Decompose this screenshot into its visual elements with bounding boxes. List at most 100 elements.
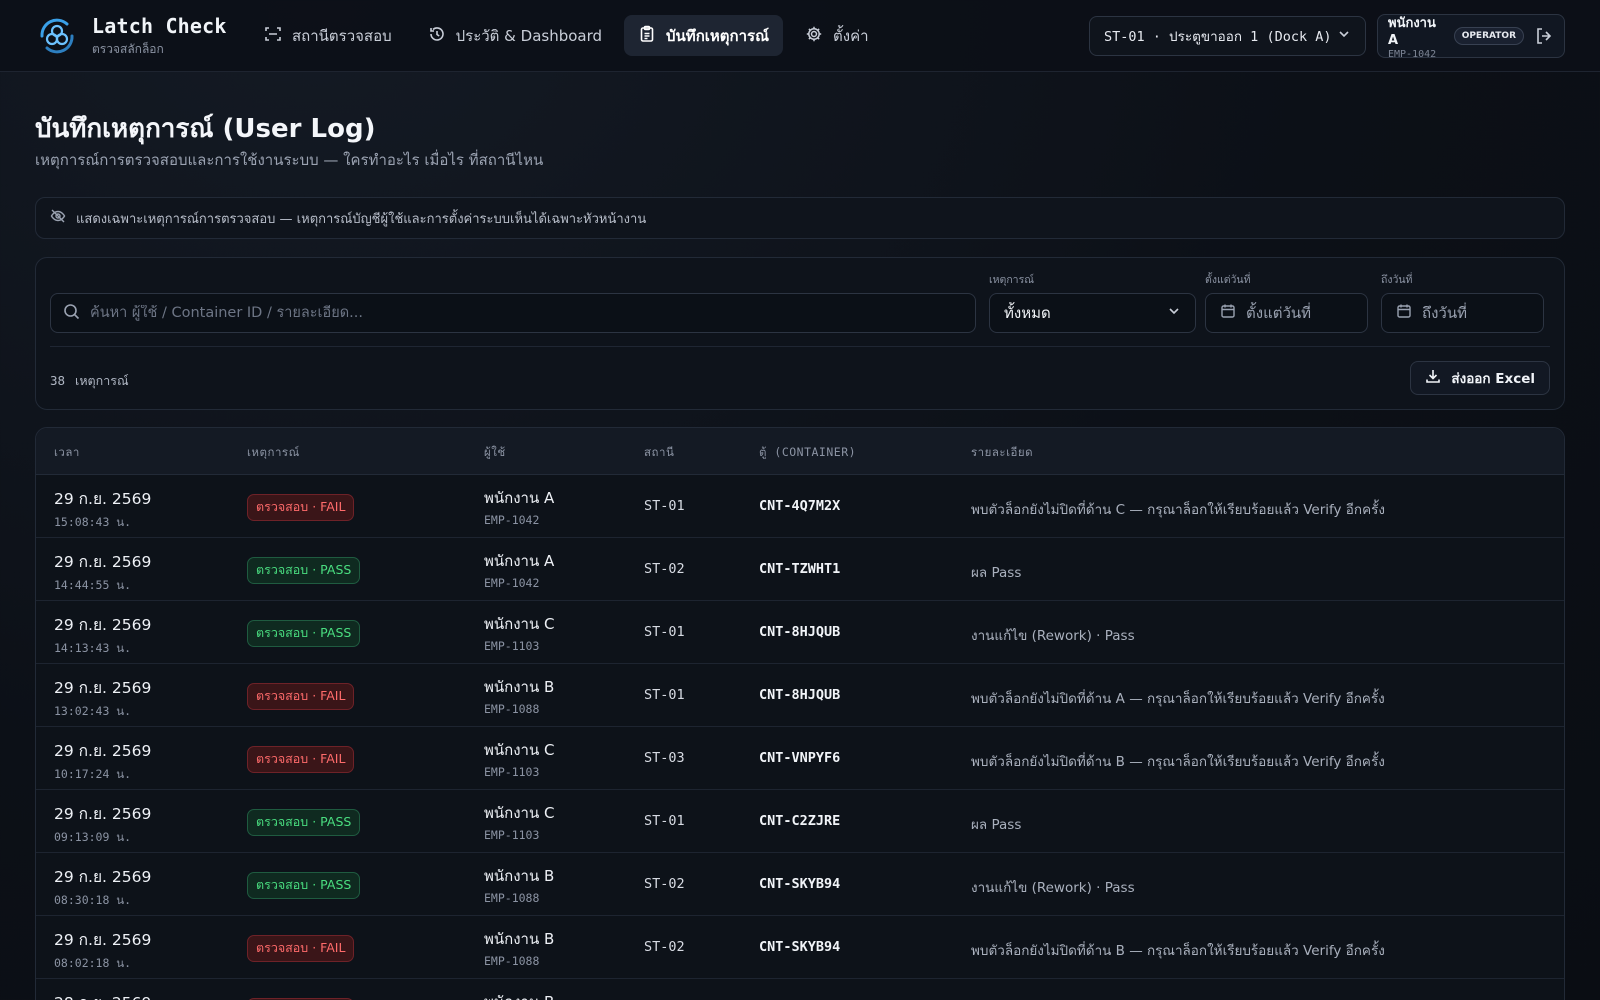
event-date: 29 ก.ย. 2569 [54,742,152,760]
table-row[interactable]: 29 ก.ย. 2569 09:13:09 น. ตรวจสอบ · PASS พนั… [36,790,1564,853]
time-cell: 29 ก.ย. 2569 15:08:43 น. [54,486,151,532]
table-row[interactable]: 29 ก.ย. 2569 08:02:18 น. ตรวจสอบ · FAIL พนั… [36,916,1564,979]
event-status-badge: ตรวจสอบ · FAIL [247,935,355,962]
event-status-badge: ตรวจสอบ · PASS [247,809,361,836]
user-emp-id: EMP-1088 [484,954,540,968]
filter-divider [50,346,1550,347]
user-name: พนักงาน A [1388,16,1436,48]
user-cell: พนักงาน C EMP-1103 [484,612,554,653]
calendar-icon [1220,303,1236,323]
notice-text: แสดงเฉพาะเหตุการณ์การตรวจสอบ — เหตุการณ์… [76,211,647,227]
header-detail[interactable]: รายละเอียด [971,445,1034,459]
time-cell: 29 ก.ย. 2569 08:30:18 น. [54,864,151,910]
station-cell: ST-03 [644,750,685,766]
from-date-field[interactable]: ตั้งแต่วันที่ [1205,293,1368,333]
table-row[interactable]: 29 ก.ย. 2569 10:17:24 น. ตรวจสอบ · FAIL พนั… [36,727,1564,790]
event-filter-select[interactable]: ทั้งหมด [989,293,1196,333]
user-name: พนักงาน A [484,552,555,570]
search-input[interactable] [90,305,963,321]
event-time: 15:08:43 น. [54,515,132,529]
user-name: พนักงาน C [484,804,555,822]
user-emp-id: EMP-1103 [484,765,540,779]
page-title: บันทึกเหตุการณ์ (User Log) [35,114,376,144]
nav-settings[interactable]: ตั้งค่า [791,15,883,56]
station-selector-value: ST-01 · ประตูขาออก 1 (Dock A) [1104,29,1332,45]
nav-user-log[interactable]: บันทึกเหตุการณ์ [624,15,784,56]
export-excel-button[interactable]: ส่งออก Excel [1410,361,1550,395]
user-emp-id: EMP-1042 [484,513,540,527]
event-status-badge: ตรวจสอบ · FAIL [247,683,355,710]
time-cell: 29 ก.ย. 2569 08:02:18 น. [54,927,151,973]
detail-cell: พบตัวล็อกยังไม่ปิดที่ด้าน B — กรุณาล็อกใ… [971,754,1385,770]
table-header: เวลา เหตุการณ์ ผู้ใช้ สถานี ตู้ (CONTAIN… [36,428,1564,475]
container-id-cell[interactable]: CNT-8HJQUB [759,687,841,703]
header-station[interactable]: สถานี [644,445,675,459]
user-menu[interactable]: พนักงาน A EMP-1042 OPERATOR [1377,14,1565,60]
user-name: พนักงาน C [484,741,555,759]
table-row[interactable]: 29 ก.ย. 2569 13:02:43 น. ตรวจสอบ · FAIL พนั… [36,664,1564,727]
container-id-cell[interactable]: CNT-8HJQUB [759,624,841,640]
event-cell: ตรวจสอบ · FAIL [247,998,355,1000]
table-row[interactable]: 29 ก.ย. 2569 15:08:43 น. ตรวจสอบ · FAIL พนั… [36,475,1564,538]
event-count-unit: เหตุการณ์ [75,373,129,388]
user-cell: พนักงาน B [484,990,554,1000]
event-date: 29 ก.ย. 2569 [54,616,152,634]
table-row[interactable]: 29 ก.ย. 2569 14:13:43 น. ตรวจสอบ · PASS พนั… [36,601,1564,664]
user-emp-id: EMP-1103 [484,639,540,653]
event-date: 29 ก.ย. 2569 [54,679,152,697]
nav-label: ประวัติ & Dashboard [455,26,603,45]
user-name: พนักงาน B [484,990,554,1000]
user-cell: พนักงาน B EMP-1088 [484,675,554,716]
nav-inspection-station[interactable]: สถานีตรวจสอบ [250,15,406,56]
container-id-cell[interactable]: CNT-SKYB94 [759,876,841,892]
container-id-cell[interactable]: CNT-SKYB94 [759,939,841,955]
chevron-down-icon [1337,27,1351,45]
app-title: Latch Check [92,13,227,38]
user-name: พนักงาน B [484,930,555,948]
user-name: พนักงาน B [484,678,555,696]
container-id-cell[interactable]: CNT-VNPYF6 [759,750,841,766]
chevron-down-icon [1167,304,1181,322]
brand[interactable]: Latch Check ตรวจสลักล็อก [34,12,227,60]
detail-cell: ผล Pass [971,565,1022,581]
event-status-badge: ตรวจสอบ · PASS [247,557,361,584]
container-id-cell[interactable]: CNT-4Q7M2X [759,498,841,514]
detail-cell: งานแก้ไข (Rework) · Pass [971,628,1135,644]
role-badge: OPERATOR [1453,27,1524,45]
event-time: 13:02:43 น. [54,704,132,718]
from-date-label: ตั้งแต่วันที่ [1205,274,1251,286]
header-event[interactable]: เหตุการณ์ [247,445,300,459]
visibility-notice: แสดงเฉพาะเหตุการณ์การตรวจสอบ — เหตุการณ์… [35,197,1565,239]
header-container[interactable]: ตู้ (CONTAINER) [759,445,857,459]
to-date-label: ถึงวันที่ [1381,274,1413,286]
event-date: 29 ก.ย. 2569 [54,805,152,823]
event-filter-value: ทั้งหมด [1004,304,1051,322]
event-cell: ตรวจสอบ · FAIL [247,935,355,962]
container-id-cell[interactable]: CNT-C2ZJRE [759,813,841,829]
event-cell: ตรวจสอบ · PASS [247,809,361,836]
event-time: 14:13:43 น. [54,641,132,655]
logout-icon[interactable] [1534,26,1554,46]
station-cell: ST-01 [644,498,685,514]
nav-label: ตั้งค่า [833,26,869,45]
table-row[interactable]: 28 ก.ย. 2569 ตรวจสอบ · FAIL พนักงาน B [36,979,1564,1000]
header-user[interactable]: ผู้ใช้ [484,445,506,459]
to-date-field[interactable]: ถึงวันที่ [1381,293,1544,333]
search-box[interactable] [50,293,976,333]
eye-off-icon [50,208,66,228]
latch-logo-icon [34,13,80,59]
nav-history-dashboard[interactable]: ประวัติ & Dashboard [414,15,616,56]
event-time: 09:13:09 น. [54,830,132,844]
table-row[interactable]: 29 ก.ย. 2569 08:30:18 น. ตรวจสอบ · PASS พนั… [36,853,1564,916]
container-id-cell[interactable]: CNT-TZWHT1 [759,561,841,577]
page-subtitle: เหตุการณ์การตรวจสอบและการใช้งานระบบ — ใค… [35,151,544,169]
time-cell: 28 ก.ย. 2569 [54,990,151,1000]
time-cell: 29 ก.ย. 2569 10:17:24 น. [54,738,151,784]
header-time[interactable]: เวลา [54,445,80,459]
time-cell: 29 ก.ย. 2569 14:13:43 น. [54,612,151,658]
station-selector[interactable]: ST-01 · ประตูขาออก 1 (Dock A) [1089,16,1366,56]
table-row[interactable]: 29 ก.ย. 2569 14:44:55 น. ตรวจสอบ · PASS พนั… [36,538,1564,601]
station-cell: ST-02 [644,561,685,577]
event-date: 29 ก.ย. 2569 [54,868,152,886]
event-date: 29 ก.ย. 2569 [54,931,152,949]
